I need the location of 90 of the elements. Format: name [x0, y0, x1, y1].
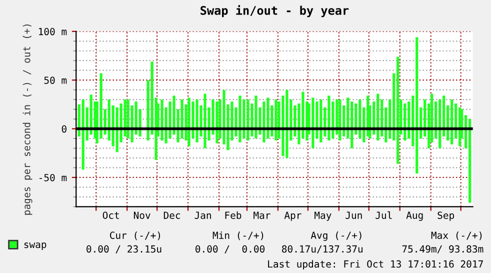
bar [302, 92, 304, 129]
bar [192, 102, 194, 129]
bar [416, 128, 418, 174]
bar [172, 96, 176, 129]
text: Min (-/+) [212, 231, 264, 240]
bar [286, 128, 288, 158]
text: 0.00 / 23.15u [86, 245, 162, 254]
bar [450, 128, 454, 144]
bar [262, 102, 266, 129]
bar [180, 100, 184, 129]
text: 0.00 / 0.00 [196, 245, 265, 254]
bar [204, 94, 206, 129]
bar [430, 94, 434, 129]
bar [450, 100, 454, 129]
bar [204, 128, 206, 148]
x-tick-label: Feb [225, 211, 242, 219]
x-tick-label: Apr [284, 212, 302, 221]
bar [108, 100, 110, 129]
bar [320, 100, 322, 129]
bar [238, 96, 242, 129]
text: Max (-/+) [431, 231, 482, 240]
bar [338, 100, 342, 129]
bar [376, 94, 380, 129]
bar [442, 96, 446, 129]
bar [230, 102, 234, 129]
y-axis-title: pages per second in (-) / out (+) [22, 24, 32, 215]
chart-title: Swap in/out - by year [200, 5, 349, 18]
y-tick-label: 0 [62, 125, 66, 133]
bar [196, 100, 198, 129]
bar [222, 90, 226, 129]
x-tick-label: Jun [346, 212, 362, 219]
legend-label: swap [24, 242, 46, 250]
bar [312, 98, 314, 129]
bar [188, 128, 190, 146]
text: Last update: Fri Oct 13 17:01:16 2017 [268, 260, 483, 270]
bar [350, 102, 354, 129]
bar [160, 100, 164, 129]
x-tick-label: Jul [376, 211, 392, 219]
bar [116, 128, 118, 152]
x-tick-label: May [314, 212, 332, 221]
x-tick-label: Oct [102, 212, 119, 219]
text: Avg (-/+) [310, 231, 362, 241]
y-tick-label: -50 m [40, 174, 67, 182]
bar [116, 107, 118, 129]
x-tick-label: Sep [438, 212, 454, 221]
bar [100, 73, 102, 129]
bar [274, 100, 278, 129]
bar [298, 128, 300, 144]
bar [438, 100, 442, 129]
bar [226, 128, 230, 150]
bar [266, 98, 270, 129]
bar [90, 94, 92, 129]
y-tick-label: 100 m [38, 28, 67, 36]
x-tick-label: Nov [134, 212, 150, 219]
bar [134, 102, 138, 129]
bar [120, 103, 122, 129]
bar [212, 100, 214, 129]
bar [454, 103, 458, 129]
bar [82, 100, 84, 129]
text: 75.49m/ 93.83m [402, 245, 484, 254]
bar [242, 100, 246, 129]
x-tick-label: Aug [406, 212, 423, 221]
bar [216, 102, 218, 129]
bar [246, 100, 250, 129]
text: Cur (-/+) [110, 231, 160, 240]
bar [468, 128, 472, 203]
bar [316, 102, 318, 129]
bar [286, 90, 288, 129]
x-tick-label: Mar [254, 212, 270, 219]
bar [150, 62, 154, 129]
bar [416, 37, 418, 129]
bar [124, 100, 126, 129]
text: 80.17u/137.37u [282, 245, 362, 254]
x-tick-label: Dec [164, 212, 180, 219]
bar [282, 128, 284, 156]
bar [188, 98, 190, 129]
bar [396, 128, 400, 164]
bar [354, 103, 358, 129]
bar [254, 96, 258, 129]
bar [328, 96, 330, 129]
bar [126, 100, 130, 129]
x-tick-label: Jan [194, 212, 211, 219]
bar [424, 100, 426, 129]
bar [346, 98, 350, 129]
bar [336, 100, 338, 129]
bar [404, 103, 406, 129]
bar [358, 100, 362, 129]
bar [396, 56, 400, 129]
bar [82, 128, 84, 170]
y-tick-label: 50 m [44, 76, 67, 84]
